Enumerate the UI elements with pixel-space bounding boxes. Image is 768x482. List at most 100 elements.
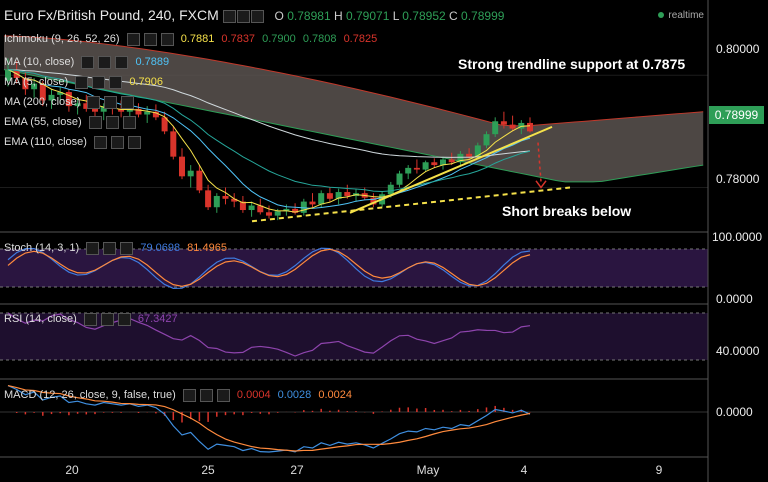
candle-body [405, 167, 412, 174]
settings-icon[interactable] [105, 116, 119, 129]
candle-body [187, 170, 194, 177]
candle-body [161, 117, 168, 132]
candle-body [370, 197, 377, 205]
candle-body [466, 153, 473, 157]
x-tick-label: 27 [290, 463, 304, 477]
candle-body [74, 103, 81, 107]
candle-body [144, 111, 151, 115]
candle-body [326, 193, 333, 199]
legend-ma200[interactable]: MA (200, close) [4, 96, 138, 109]
candle-body [222, 195, 229, 199]
settings-icon[interactable] [98, 56, 112, 69]
candle-body [318, 193, 325, 205]
settings-icon[interactable] [104, 96, 118, 109]
legend-stoch[interactable]: Stoch (14, 3, 1) 79.0698 81.4965 [4, 242, 227, 255]
eye-icon[interactable] [126, 33, 140, 46]
close-icon[interactable] [120, 242, 134, 255]
candle-body [335, 192, 342, 199]
cloud-edge [3, 69, 704, 183]
settings-icon[interactable] [143, 33, 157, 46]
close-icon[interactable] [216, 389, 230, 402]
close-icon[interactable] [122, 116, 136, 129]
price-tick-high: 0.80000 [716, 42, 760, 56]
cloud-edge [3, 35, 704, 127]
eye-icon[interactable] [88, 116, 102, 129]
eye-icon[interactable] [81, 56, 95, 69]
candle-body [518, 122, 525, 129]
x-tick-label: 20 [65, 463, 79, 477]
eye-icon[interactable] [75, 76, 89, 89]
candle-body [179, 156, 185, 177]
annotation-breaks: Short breaks below [502, 203, 632, 219]
close-icon[interactable] [250, 9, 264, 23]
legend-ema55[interactable]: EMA (55, close) [4, 116, 140, 129]
candle-body [457, 153, 464, 163]
candle-body [5, 69, 11, 81]
stoch-band [0, 249, 708, 287]
candle-body [422, 162, 429, 170]
candle-body [83, 103, 90, 109]
rsi-tick-40: 40.0000 [716, 344, 760, 358]
candle-body [292, 208, 299, 213]
eye-icon[interactable] [83, 313, 97, 326]
eye-icon[interactable] [236, 9, 250, 23]
candle-body [31, 83, 38, 90]
candle-body [474, 145, 481, 157]
price-tick-low: 0.78000 [716, 172, 760, 186]
legend-ma5[interactable]: MA (5, close) 0.7906 [4, 76, 163, 89]
candle-body [509, 124, 516, 129]
candle-body [448, 159, 455, 163]
macd-line [7, 385, 531, 453]
indicator-panes [0, 247, 708, 453]
legend-ma10[interactable]: MA (10, close) 0.7889 [4, 56, 170, 69]
legend-ichimoku[interactable]: Ichimoku (9, 26, 52, 26) 0.7881 0.7837 0… [4, 33, 378, 46]
legend-rsi[interactable]: RSI (14, close) 67.3427 [4, 313, 178, 326]
close-icon[interactable] [109, 76, 123, 89]
candle-body [344, 192, 351, 196]
legend-ema110[interactable]: EMA (110, close) [4, 136, 145, 149]
close-icon[interactable] [121, 96, 135, 109]
settings-icon[interactable] [222, 9, 236, 23]
settings-icon[interactable] [92, 76, 106, 89]
candle-body [440, 159, 446, 166]
close-icon[interactable] [117, 313, 131, 326]
eye-icon[interactable] [182, 389, 196, 402]
annotation-support: Strong trendline support at 0.7875 [458, 56, 686, 72]
stoch-d-line [7, 248, 531, 287]
candle-body [239, 201, 246, 211]
candle-body [274, 211, 281, 216]
open-value: 0.78981 [287, 9, 331, 23]
settings-icon[interactable] [199, 389, 213, 402]
close-icon[interactable] [128, 136, 142, 149]
symbol-title: Euro Fx/British Pound, 240, FXCM [4, 7, 219, 23]
eye-icon[interactable] [87, 96, 101, 109]
close-icon[interactable] [115, 56, 129, 69]
cloud-fill [4, 35, 704, 182]
candle-body [257, 205, 264, 213]
candle-body [48, 94, 55, 101]
eye-icon[interactable] [94, 136, 108, 149]
candle-body [248, 205, 255, 211]
close-icon[interactable] [160, 33, 174, 46]
candle-body [135, 108, 142, 115]
settings-icon[interactable] [100, 313, 114, 326]
candle-body [118, 108, 125, 112]
candle-body [492, 121, 499, 135]
stoch-tick-100: 100.0000 [712, 230, 763, 244]
eye-icon[interactable] [86, 242, 100, 255]
candle-body [300, 201, 307, 213]
candle-body [100, 106, 107, 112]
candle-body [396, 173, 403, 185]
ohlc-values: O 0.78981 H 0.79071 L 0.78952 C 0.78999 [274, 9, 505, 23]
realtime-indicator: realtime [658, 10, 704, 21]
low-value: 0.78952 [402, 9, 446, 23]
trendlines [251, 125, 571, 223]
candlestick-series [5, 58, 533, 221]
high-value: 0.79071 [345, 9, 390, 23]
candle-body [283, 208, 290, 212]
legend-macd[interactable]: MACD (12, 26, close, 9, false, true) 0.0… [4, 389, 353, 402]
settings-icon[interactable] [111, 136, 125, 149]
settings-icon[interactable] [103, 242, 117, 255]
candle-body [266, 212, 272, 216]
